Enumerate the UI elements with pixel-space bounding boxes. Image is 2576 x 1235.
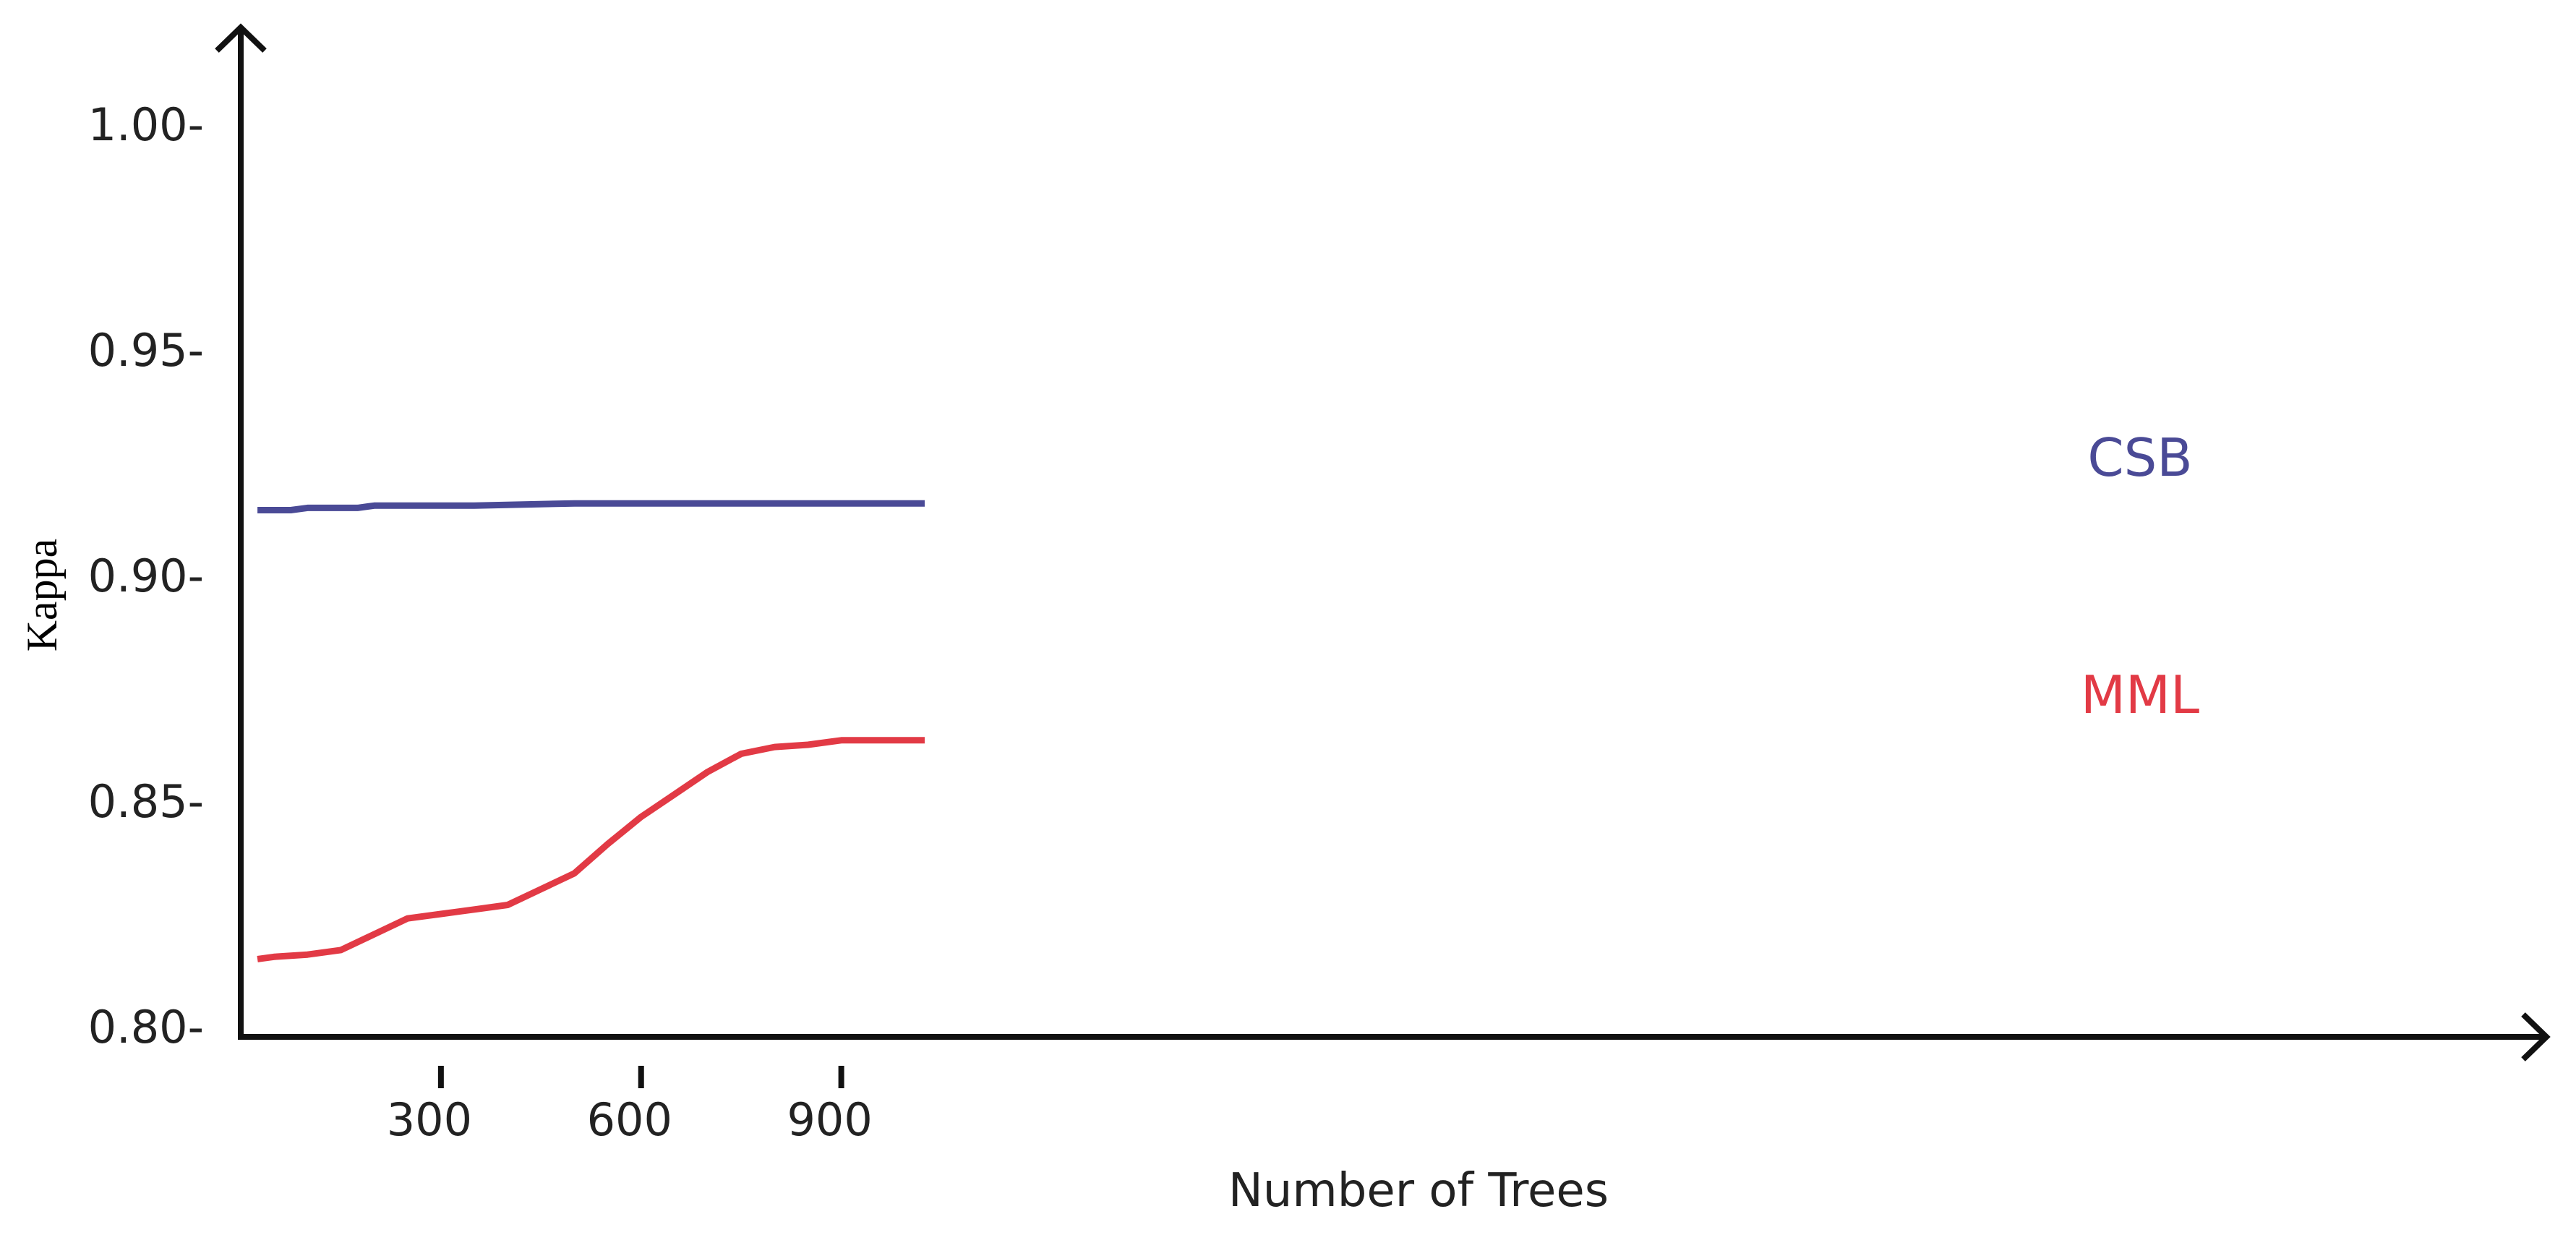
series-line-csb <box>257 500 925 513</box>
x-tick-labels: 300 600 900 <box>387 1066 873 1146</box>
x-axis-arrowhead <box>2521 1012 2551 1061</box>
axes <box>215 23 2551 1061</box>
y-tick-label: 0.90- <box>88 550 204 602</box>
series-line-mml <box>257 737 925 962</box>
y-axis-title: Kappa <box>18 539 66 652</box>
series-lines: CSB MML <box>257 427 2199 962</box>
y-tick-label: 0.95- <box>88 324 204 377</box>
y-axis-arrowhead <box>215 23 267 53</box>
x-tick-label: 600 <box>587 1093 672 1146</box>
y-tick-label: 0.85- <box>88 775 204 828</box>
y-tick-label: 0.80- <box>88 1001 204 1054</box>
x-axis-title: Number of Trees <box>1228 1164 1609 1218</box>
series-label-mml: MML <box>2081 664 2199 725</box>
x-tick-label: 300 <box>387 1093 472 1146</box>
y-tick-label: 1.00- <box>88 98 204 151</box>
y-tick-labels: 1.00- 0.95- 0.90- 0.85- 0.80- <box>88 98 204 1054</box>
series-label-csb: CSB <box>2087 427 2192 488</box>
x-tick-label: 900 <box>787 1093 872 1146</box>
